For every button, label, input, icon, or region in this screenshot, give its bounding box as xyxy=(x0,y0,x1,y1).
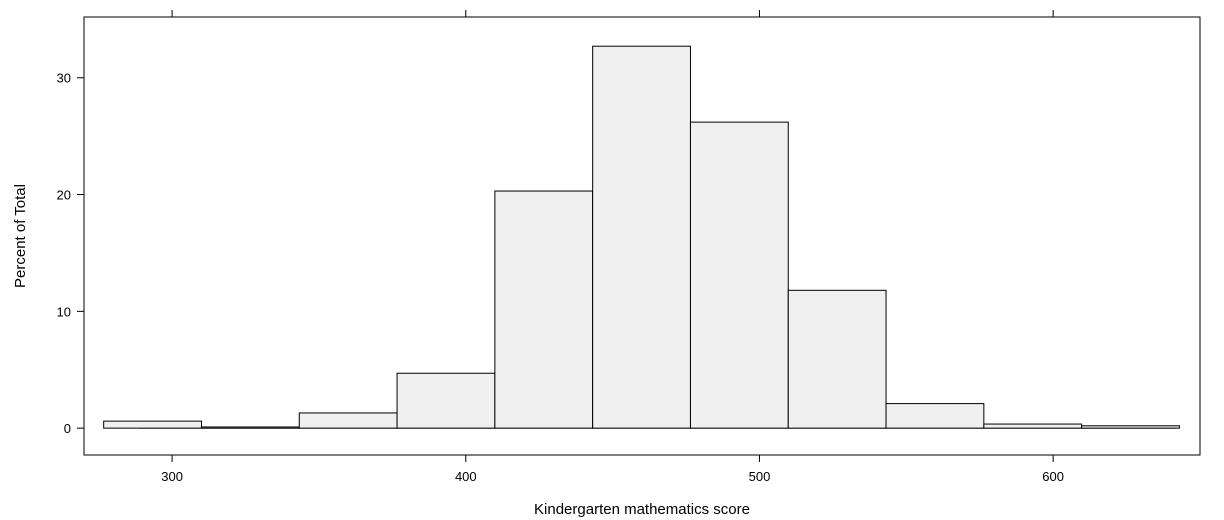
y-tick-label: 20 xyxy=(57,188,71,203)
x-tick-label: 400 xyxy=(455,469,477,484)
y-axis-title: Percent of Total xyxy=(12,184,29,288)
bars-group xyxy=(103,45,1180,429)
histogram-bar xyxy=(200,426,300,429)
histogram-bar xyxy=(1081,425,1180,429)
x-tick-label: 500 xyxy=(749,469,771,484)
x-tick-label: 600 xyxy=(1042,469,1064,484)
histogram-bar xyxy=(983,423,1083,429)
histogram-bar xyxy=(592,45,691,429)
histogram-bar xyxy=(298,412,398,429)
histogram-bar xyxy=(787,289,887,429)
x-tick-label: 300 xyxy=(161,469,183,484)
y-tick-label: 0 xyxy=(64,421,71,436)
histogram-bar xyxy=(689,121,789,429)
x-axis: 300 400 500 600 xyxy=(161,10,1064,484)
histogram-bar xyxy=(885,403,985,429)
y-tick-label: 30 xyxy=(57,71,71,86)
histogram-bar xyxy=(494,190,594,429)
plot-frame xyxy=(83,16,1201,456)
histogram-bar xyxy=(396,372,496,429)
y-tick-label: 10 xyxy=(57,304,71,319)
x-axis-title: Kindergarten mathematics score xyxy=(534,501,750,518)
histogram-bar xyxy=(103,420,202,429)
y-axis: 0 10 20 30 xyxy=(57,71,84,436)
